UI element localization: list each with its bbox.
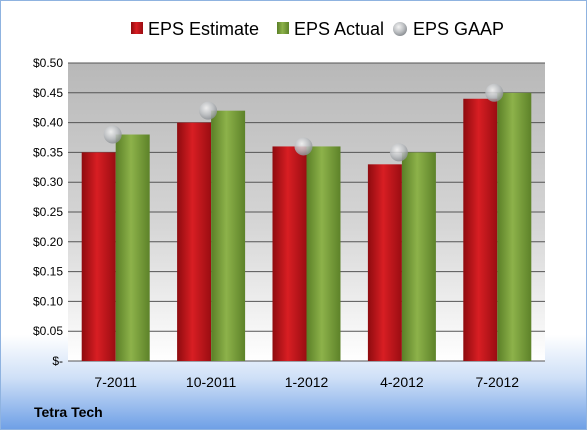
x-axis-labels: 7-2011 10-2011 1-2012 4-2012 7-2012 — [94, 374, 519, 390]
y-tick-label: $0.20 — [33, 235, 63, 249]
legend-swatch-eps-estimate — [131, 22, 143, 34]
eps-estimate-bar — [81, 152, 116, 361]
y-axis-ticks: $- $0.05 $0.10 $0.15 $0.20 $0.25 $0.30 $0.35 $0.… — [33, 56, 63, 368]
legend: EPS Estimate EPS Actual EPS GAAP — [131, 19, 504, 39]
y-tick-label: $0.15 — [33, 265, 63, 279]
legend-label-eps-estimate: EPS Estimate — [148, 19, 259, 39]
eps-gaap-marker — [294, 137, 313, 156]
eps-actual-bar — [115, 134, 150, 361]
eps-estimate-bar — [367, 164, 402, 361]
legend-item-eps-gaap: EPS GAAP — [393, 19, 504, 39]
eps-estimate-bar — [272, 146, 307, 361]
legend-label-eps-actual: EPS Actual — [294, 19, 384, 39]
eps-actual-bar — [211, 110, 246, 362]
legend-item-eps-estimate: EPS Estimate — [131, 19, 259, 39]
x-category-label: 4-2012 — [380, 374, 424, 390]
y-tick-label: $0.25 — [33, 205, 63, 219]
bars — [81, 92, 532, 362]
eps-actual-bar — [306, 146, 341, 361]
eps-gaap-marker — [389, 143, 408, 162]
y-tick-label: $- — [52, 354, 63, 368]
eps-actual-bar — [401, 152, 436, 361]
y-tick-label: $0.50 — [33, 56, 63, 70]
y-tick-label: $0.10 — [33, 294, 63, 308]
legend-item-eps-actual: EPS Actual — [277, 19, 384, 39]
eps-estimate-bar — [463, 98, 498, 361]
y-tick-label: $0.05 — [33, 324, 63, 338]
legend-label-eps-gaap: EPS GAAP — [413, 19, 504, 39]
x-category-label: 7-2011 — [94, 374, 137, 390]
eps-actual-bar — [497, 92, 532, 362]
legend-swatch-eps-actual — [277, 22, 289, 34]
legend-marker-eps-gaap — [393, 22, 407, 36]
eps-gaap-marker — [199, 101, 218, 120]
eps-gaap-marker — [103, 125, 122, 144]
eps-estimate-bar — [177, 122, 212, 361]
x-category-label: 7-2012 — [476, 374, 520, 390]
x-category-label: 10-2011 — [186, 374, 237, 390]
y-tick-label: $0.45 — [33, 86, 63, 100]
x-category-label: 1-2012 — [285, 374, 329, 390]
eps-gaap-marker — [485, 83, 504, 102]
y-tick-label: $0.30 — [33, 175, 63, 189]
gaap-markers — [103, 83, 504, 162]
y-tick-label: $0.40 — [33, 116, 63, 130]
company-name: Tetra Tech — [34, 404, 103, 420]
y-tick-label: $0.35 — [33, 145, 63, 159]
